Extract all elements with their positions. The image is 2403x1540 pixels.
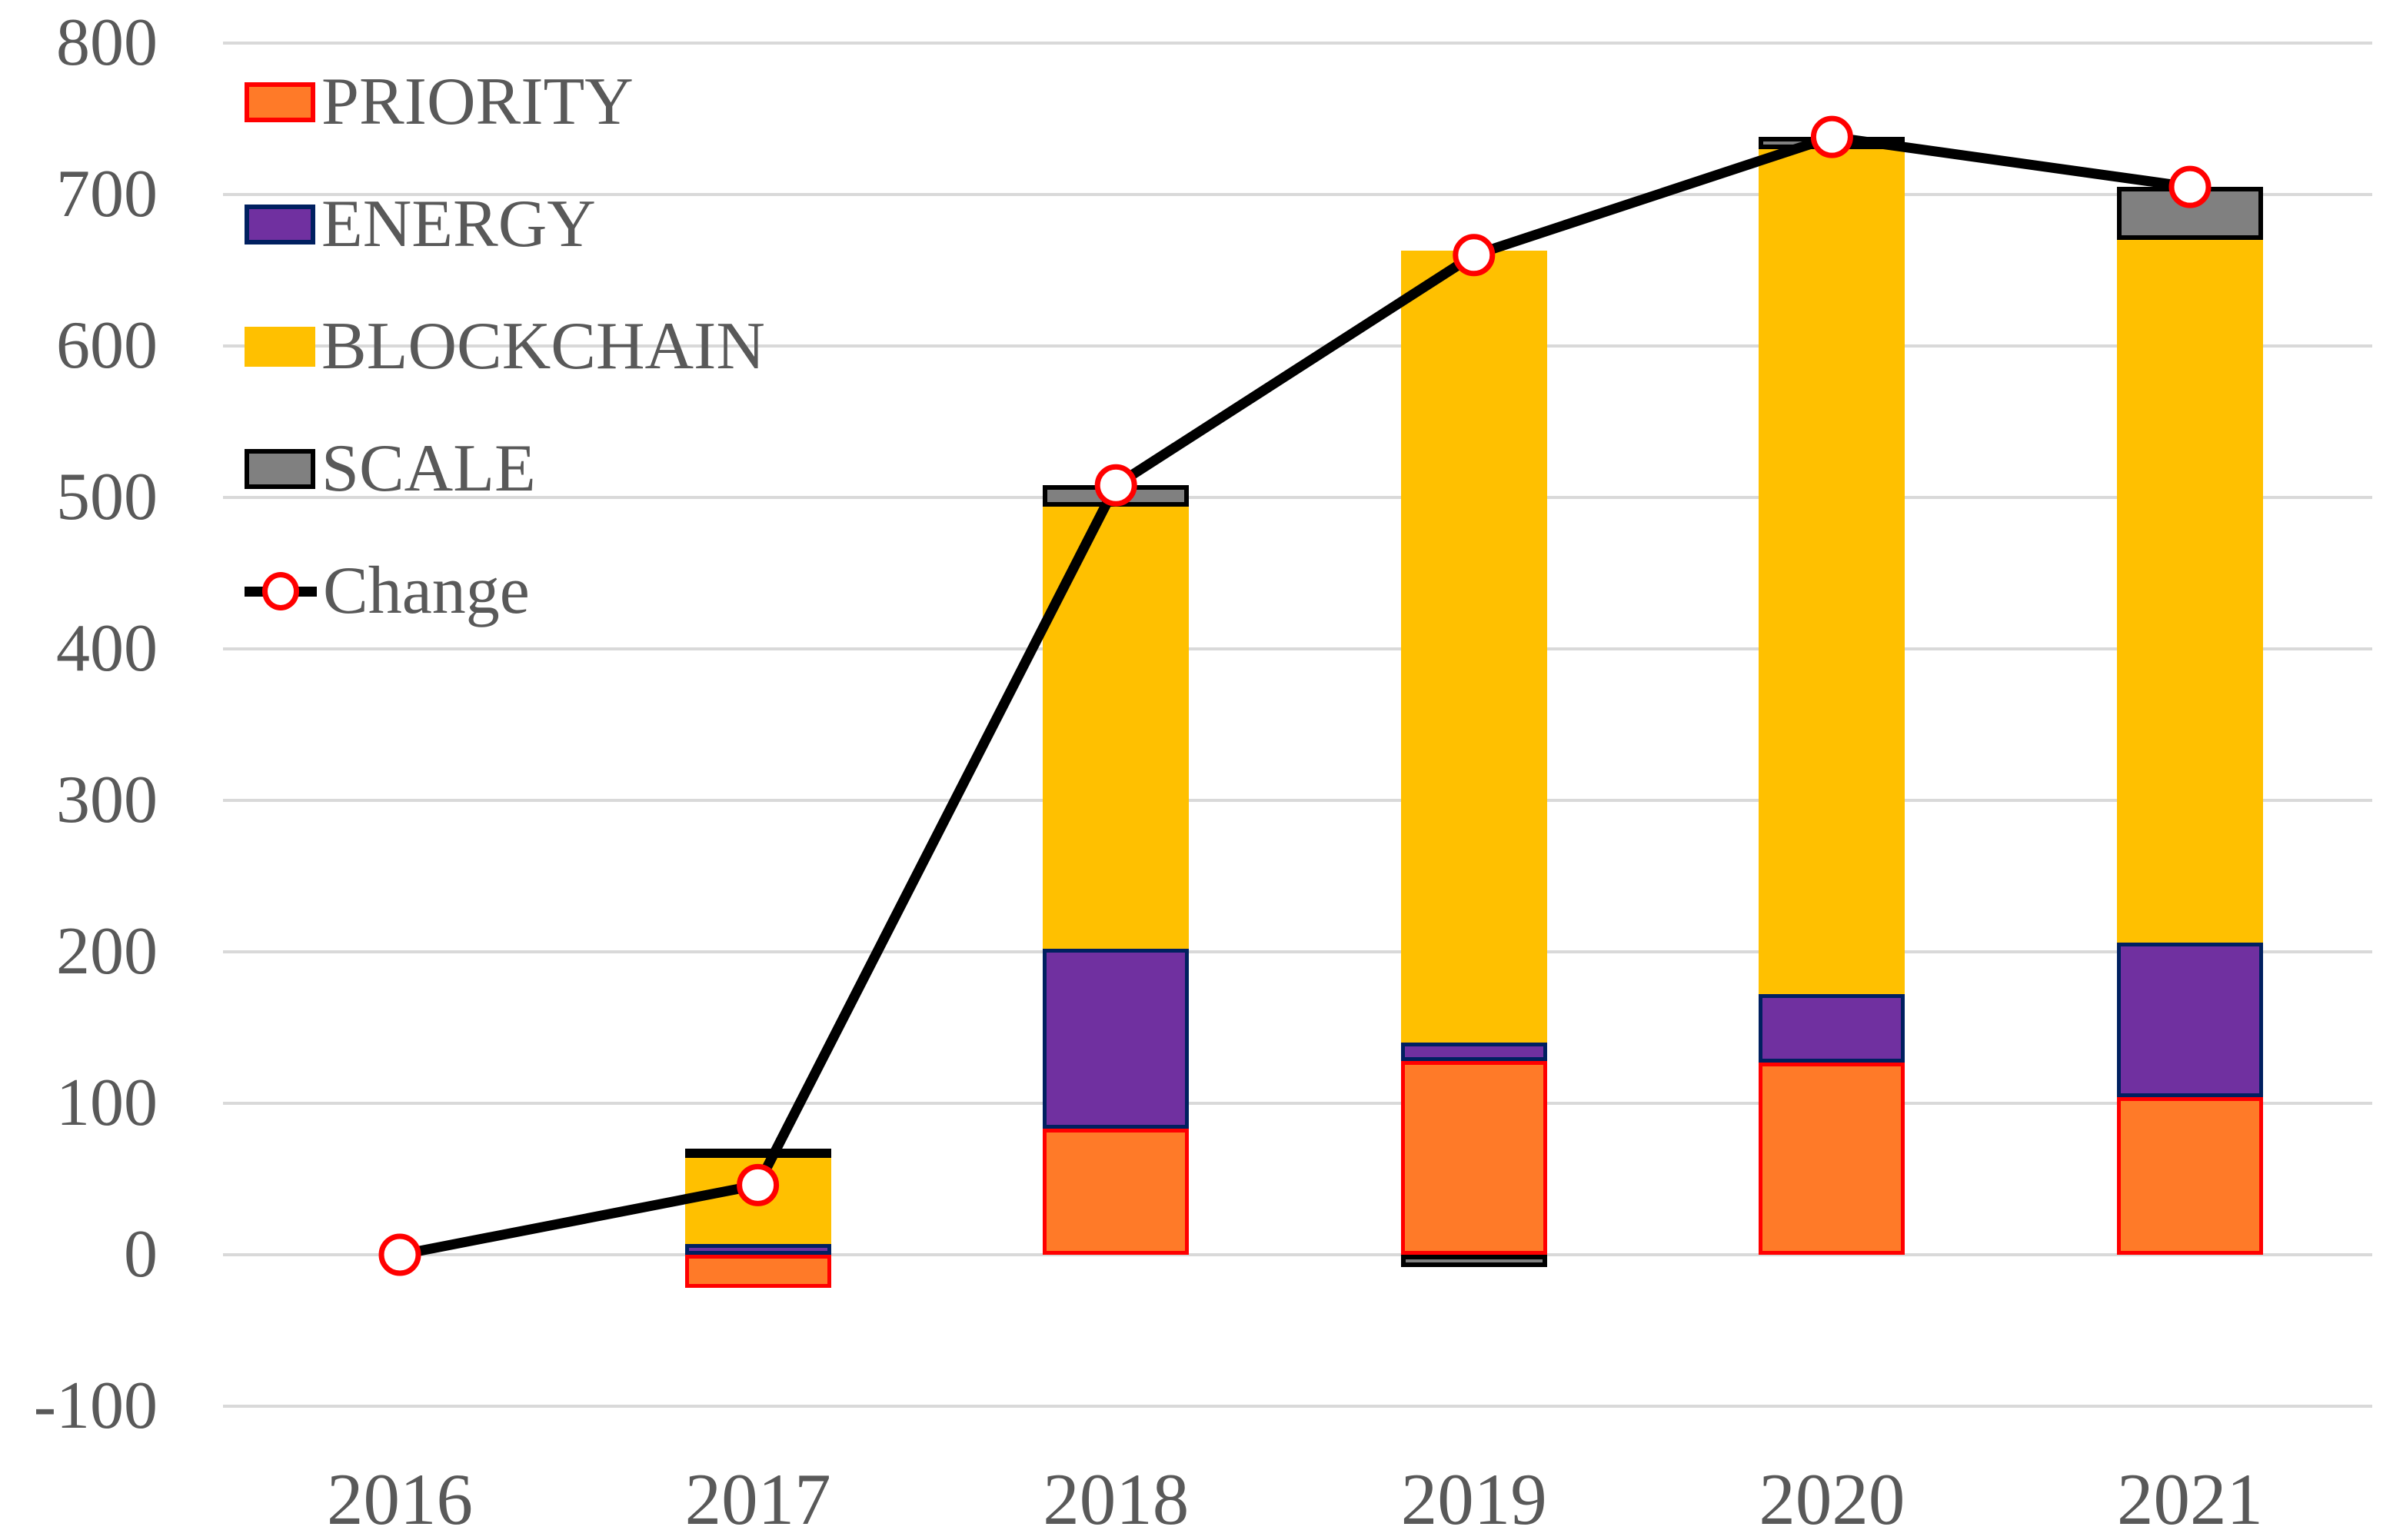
gridline (223, 1102, 2372, 1105)
gridline (223, 42, 2372, 45)
bar-segment-energy (684, 1244, 831, 1255)
bar-segment-priority (1400, 1060, 1547, 1255)
x-tick-label: 2020 (1759, 1459, 1905, 1540)
legend-label: PRIORITY (321, 65, 634, 139)
legend-swatch-scale-icon (245, 449, 315, 489)
bar-segment-scale (684, 1149, 831, 1159)
bar-segment-scale (2117, 187, 2263, 241)
y-tick-label: 600 (56, 308, 158, 383)
bar-segment-blockchain (1400, 250, 1547, 1043)
bar-segment-energy (1400, 1043, 1547, 1061)
bar-segment-energy (1759, 994, 1905, 1063)
legend-label: ENERGY (321, 187, 596, 261)
legend-change-line-icon (245, 571, 317, 611)
bar-segment-blockchain (2117, 240, 2263, 943)
gridline (223, 799, 2372, 802)
legend-swatch-blockchain-icon (245, 327, 315, 367)
legend-swatch-priority-icon (245, 82, 315, 122)
bar-segment-scale (1759, 137, 1905, 149)
bar-segment-scale (1043, 485, 1190, 507)
y-tick-label: 300 (56, 763, 158, 837)
legend-item-change: Change (245, 554, 765, 628)
x-tick-label: 2021 (2117, 1459, 2263, 1540)
x-tick-label: 2017 (684, 1459, 831, 1540)
y-tick-label: 0 (124, 1217, 158, 1292)
bar-segment-priority (2117, 1097, 2263, 1255)
y-tick-label: 500 (56, 460, 158, 534)
legend-label: BLOCKCHAIN (321, 309, 765, 384)
gridline (223, 950, 2372, 953)
bar-segment-blockchain (684, 1152, 831, 1245)
legend-label: SCALE (321, 431, 536, 506)
y-tick-label: 400 (56, 611, 158, 686)
gridline (223, 1405, 2372, 1408)
bar-segment-energy (2117, 943, 2263, 1098)
y-tick-label: 800 (56, 5, 158, 80)
legend-item-blockchain: BLOCKCHAIN (245, 309, 765, 384)
legend-item-scale: SCALE (245, 431, 765, 506)
legend-swatch-energy-icon (245, 205, 315, 244)
bar-segment-scale (1400, 1255, 1547, 1267)
bar-segment-priority (1759, 1062, 1905, 1255)
bar-segment-priority (1043, 1129, 1190, 1255)
y-tick-label: -100 (33, 1369, 158, 1443)
y-tick-label: 100 (56, 1066, 158, 1140)
x-tick-label: 2019 (1400, 1459, 1547, 1540)
legend-change-marker-icon (262, 572, 299, 610)
bar-segment-blockchain (1043, 506, 1190, 950)
y-tick-label: 700 (56, 157, 158, 231)
gridline (223, 1253, 2372, 1256)
legend: PRIORITY ENERGY BLOCKCHAIN SCALE Change (245, 65, 765, 693)
x-tick-label: 2016 (327, 1459, 473, 1540)
bar-segment-priority (684, 1255, 831, 1289)
y-tick-label: 200 (56, 914, 158, 989)
bar-segment-blockchain (1759, 148, 1905, 995)
legend-item-energy: ENERGY (245, 187, 765, 261)
bar-segment-energy (1043, 949, 1190, 1129)
x-tick-label: 2018 (1043, 1459, 1190, 1540)
legend-item-priority: PRIORITY (245, 65, 765, 139)
legend-label: Change (323, 554, 530, 628)
